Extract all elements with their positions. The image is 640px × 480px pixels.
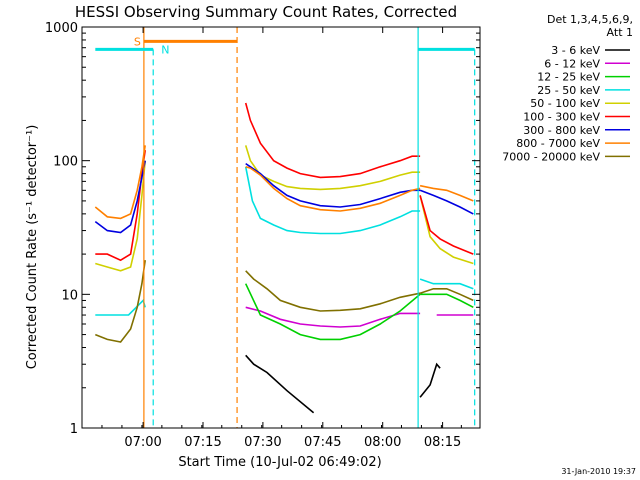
series-line-6-seg-0 <box>94 160 146 234</box>
series-line-6-seg-2 <box>419 189 474 215</box>
legend-label-0: 3 - 6 keV <box>551 44 600 57</box>
series-line-5-seg-2 <box>419 195 474 255</box>
plot-frame <box>81 26 481 429</box>
y-tick-label-3: 1000 <box>45 21 78 36</box>
night-label: N <box>161 43 169 56</box>
y-tick-label-1: 10 <box>61 288 78 303</box>
series-line-7-seg-0 <box>94 145 146 220</box>
series-line-0-seg-1 <box>419 362 441 398</box>
series-line-5-seg-0 <box>95 149 146 262</box>
chart-title: HESSI Observing Summary Count Rates, Cor… <box>75 3 457 21</box>
series-line-8-seg-0 <box>95 260 146 343</box>
legend-header-line1: Det 1,3,4,5,6,9, <box>547 13 633 26</box>
series-line-4-seg-2 <box>419 195 474 265</box>
x-tick-label-5: 08:15 <box>424 435 461 450</box>
series-line-8-seg-2 <box>419 287 474 302</box>
legend-header-line2: Att 1 <box>607 26 633 39</box>
legend-label-4: 50 - 100 keV <box>530 97 600 110</box>
legend-label-2: 12 - 25 keV <box>537 71 600 84</box>
y-tick-label-2: 100 <box>53 155 78 170</box>
legend-label-6: 300 - 800 keV <box>523 124 600 137</box>
series-line-4-seg-1 <box>244 145 421 191</box>
series-line-6-seg-1 <box>245 162 421 208</box>
legend-label-5: 100 - 300 keV <box>523 111 600 124</box>
series-line-2-seg-0 <box>244 283 421 341</box>
series-line-4-seg-0 <box>95 160 146 272</box>
legend-label-3: 25 - 50 keV <box>537 84 600 97</box>
x-tick-label-2: 07:30 <box>244 435 281 450</box>
plot-area: SN <box>94 27 476 428</box>
series-line-7-seg-1 <box>245 166 421 212</box>
y-axis-label-group: Corrected Count Rate (s⁻¹ detector⁻¹) <box>25 125 40 370</box>
y-axis-ticks: 1 10 100 1000 <box>45 21 480 437</box>
y-axis-label: Corrected Count Rate (s⁻¹ detector⁻¹) <box>25 125 40 370</box>
series-line-2-seg-1 <box>420 293 474 309</box>
series-line-3-seg-2 <box>419 278 474 290</box>
x-tick-label-4: 08:00 <box>364 435 401 450</box>
timestamp: 31-Jan-2010 19:37 <box>561 467 636 476</box>
x-axis-ticks: 07:00 07:15 07:30 07:45 08:00 08:15 <box>81 27 462 450</box>
series-line-7-seg-2 <box>419 184 474 202</box>
series-line-5-seg-1 <box>244 102 421 179</box>
series-line-3-seg-1 <box>244 166 421 235</box>
series-line-1-seg-0 <box>245 306 421 328</box>
series-line-0-seg-0 <box>245 354 315 414</box>
x-tick-label-3: 07:45 <box>304 435 341 450</box>
flare-label: S <box>134 35 141 48</box>
y-tick-label-0: 1 <box>70 422 78 437</box>
x-tick-label-0: 07:00 <box>124 435 161 450</box>
x-axis-label: Start Time (10-Jul-02 06:49:02) <box>178 455 381 470</box>
legend-label-7: 800 - 7000 keV <box>516 137 600 150</box>
series-line-8-seg-1 <box>245 270 421 312</box>
legend-label-8: 7000 - 20000 keV <box>502 150 600 163</box>
x-tick-label-1: 07:15 <box>184 435 221 450</box>
legend-label-1: 6 - 12 keV <box>544 57 600 70</box>
